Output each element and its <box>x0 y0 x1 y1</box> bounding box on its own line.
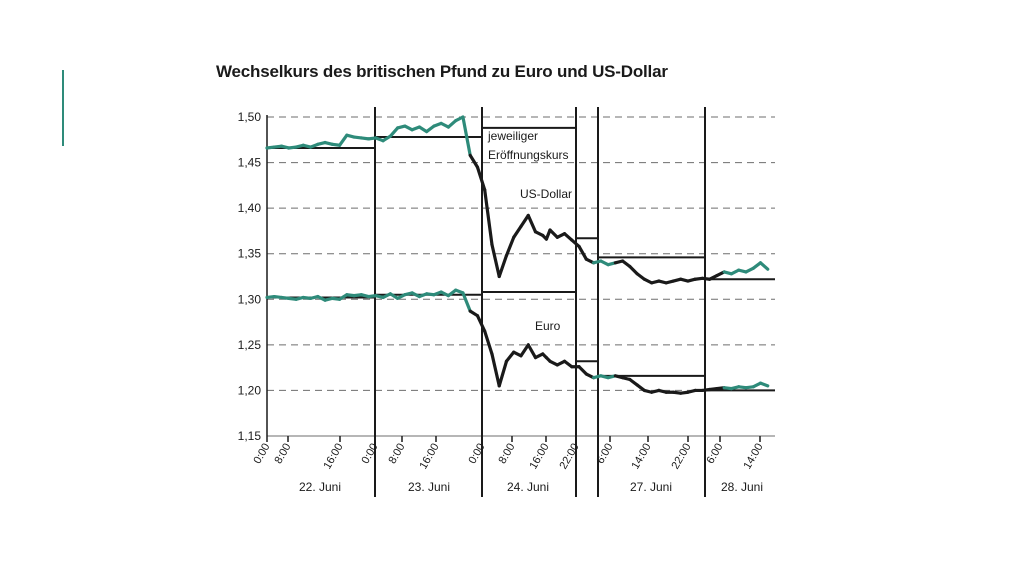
usd-line-segment <box>497 253 509 279</box>
usd-line-segment <box>577 244 588 261</box>
eur-line-segment <box>519 343 530 358</box>
y-tick-label: 1,35 <box>238 247 262 261</box>
x-tick-label: 14:00 <box>629 442 653 472</box>
annotations: jeweiliger Eröffnungskurs US-Dollar Euro <box>487 129 572 333</box>
x-tick-label: 16:00 <box>321 442 345 472</box>
eur-line-segment <box>490 352 501 388</box>
x-tick-label: 8:00 <box>386 442 407 467</box>
x-tick-label: 16:00 <box>527 442 551 472</box>
eur-line-segment <box>504 350 516 363</box>
day-label: 23. Juni <box>408 480 450 494</box>
y-tick-label: 1,50 <box>238 110 262 124</box>
usd-line-segment <box>461 115 472 157</box>
day-label: 27. Juni <box>630 480 672 494</box>
x-tick-label: 0:00 <box>466 442 487 467</box>
day-label: 28. Juni <box>721 480 763 494</box>
eur-line-segment <box>483 329 494 356</box>
x-tick-label: 22:00 <box>557 442 581 472</box>
eur-line-segment <box>526 343 538 360</box>
eur-line-segment <box>475 314 487 333</box>
grid-lines <box>267 116 775 437</box>
day-label: 24. Juni <box>507 480 549 494</box>
chart-title: Wechselkurs des britischen Pfund zu Euro… <box>216 62 668 81</box>
day-dividers <box>374 107 706 497</box>
usd-line-segment <box>562 232 574 242</box>
usd-line-segment <box>468 153 480 169</box>
x-tick-label: 0:00 <box>251 442 272 467</box>
usd-line-segment <box>483 188 494 247</box>
y-tick-label: 1,30 <box>238 292 262 306</box>
usd-line-segment <box>504 235 516 258</box>
eur-line-segment <box>577 365 588 376</box>
usd-line-segment <box>526 213 538 234</box>
x-tick-label: 14:00 <box>741 442 765 472</box>
usd-line-segment <box>388 126 400 138</box>
x-tick-label: 0:00 <box>359 442 380 467</box>
annotation-opening-line2: Eröffnungskurs <box>488 148 569 162</box>
series-lines <box>265 115 770 395</box>
x-tick-label: 8:00 <box>496 442 517 467</box>
eur-line-segment <box>758 381 770 388</box>
accent-bar <box>62 70 64 146</box>
annotation-opening-line1: jeweiliger <box>487 129 538 143</box>
usd-line-segment <box>512 224 523 239</box>
annotation-usd: US-Dollar <box>520 187 572 201</box>
y-tick-label: 1,25 <box>238 338 262 352</box>
y-tick-label: 1,20 <box>238 383 262 397</box>
x-tick-label: 22:00 <box>669 442 693 472</box>
opening-levels <box>267 126 775 392</box>
usd-line-segment <box>446 119 458 129</box>
usd-line-segment <box>337 133 349 147</box>
usd-line-segment <box>548 228 559 239</box>
eur-line-segment <box>461 291 472 313</box>
x-tick-label: 6:00 <box>704 442 725 467</box>
usd-line-segment <box>758 261 770 271</box>
day-label: 22. Juni <box>299 480 341 494</box>
usd-line-segment <box>570 238 581 249</box>
y-axis-labels: 1,50 1,45 1,40 1,35 1,30 1,25 1,20 1,15 <box>238 110 268 443</box>
usd-line-segment <box>475 165 487 192</box>
usd-line-segment <box>490 243 501 279</box>
y-tick-label: 1,15 <box>238 429 262 443</box>
usd-line-segment <box>628 264 639 276</box>
annotation-eur: Euro <box>535 319 561 333</box>
y-tick-label: 1,40 <box>238 201 262 215</box>
eur-line-segment <box>497 359 509 388</box>
y-tick-label: 1,45 <box>238 156 262 170</box>
x-tick-label: 16:00 <box>417 442 441 472</box>
usd-line-segment <box>519 213 530 228</box>
x-tick-label: 8:00 <box>272 442 293 467</box>
